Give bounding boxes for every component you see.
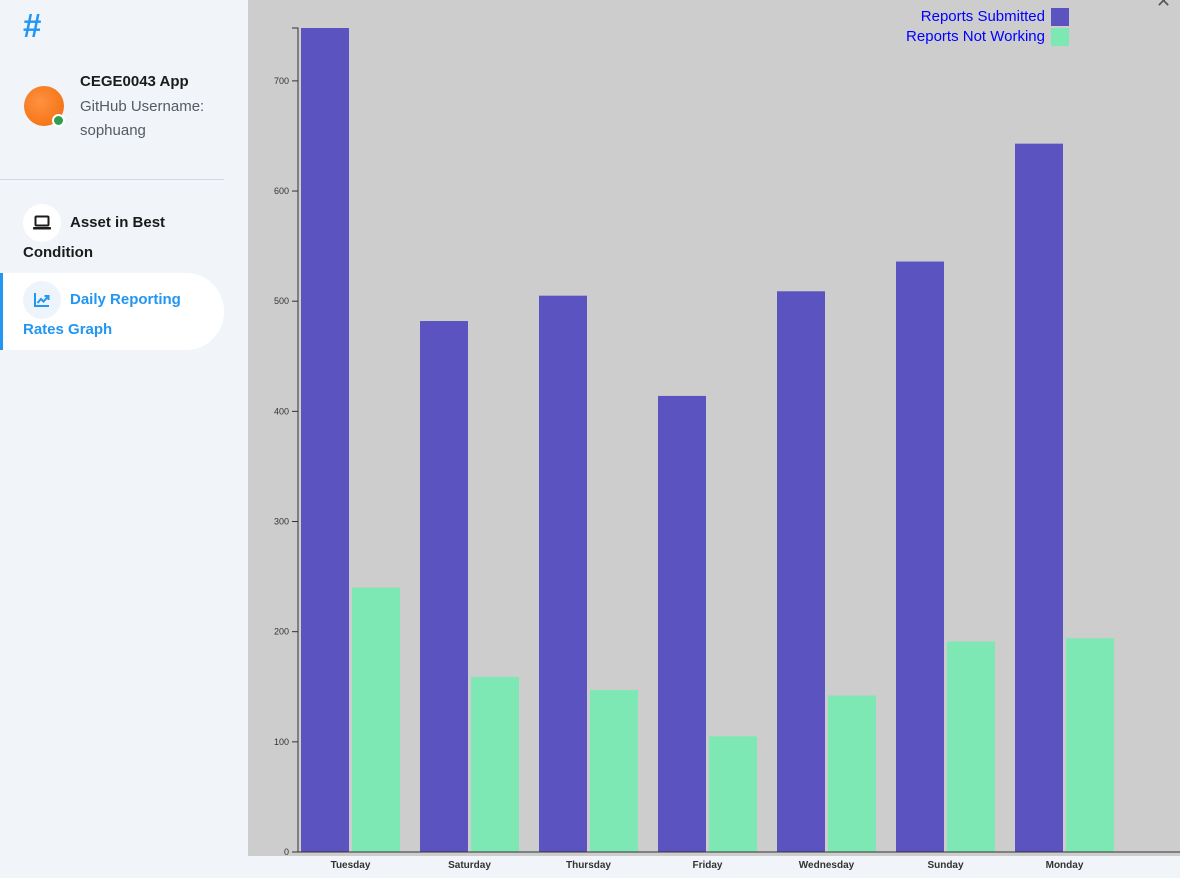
- bar-reports-not-working-thursday: [590, 690, 638, 852]
- chart-container: 0 100 200 300 400 500 600 700 Tuesday Saturday Th…: [248, 0, 1180, 873]
- y-tick-label: 0: [284, 847, 289, 857]
- x-tick-label: Friday: [692, 860, 722, 871]
- x-tick-label: Thursday: [566, 860, 611, 871]
- bar-reports-not-working-friday: [709, 736, 757, 852]
- x-tick-label: Wednesday: [799, 860, 855, 871]
- bar-reports-not-working-monday: [1066, 638, 1114, 852]
- line-chart-icon: [23, 281, 61, 319]
- bar-reports-not-working-wednesday: [828, 695, 876, 852]
- sidebar: # CEGE0043 App GitHub Username: sophuang…: [0, 0, 248, 873]
- profile-username: GitHub Username: sophuang: [80, 98, 205, 139]
- bar-reports-submitted-tuesday: [301, 28, 349, 852]
- sidebar-divider: [0, 179, 224, 180]
- profile-name: CEGE0043 App: [80, 73, 189, 90]
- bar-reports-submitted-monday: [1015, 143, 1063, 852]
- legend-swatch: [1051, 8, 1069, 26]
- y-tick-label: 300: [274, 517, 289, 527]
- x-tick-label: Monday: [1046, 860, 1084, 871]
- y-tick-label: 600: [274, 186, 289, 196]
- bar-reports-submitted-thursday: [539, 295, 587, 853]
- y-tick-label: 100: [274, 737, 289, 747]
- sidebar-item-label: Asset in Best Condition: [23, 214, 166, 261]
- sidebar-item-daily-reporting-rates-graph[interactable]: Daily Reporting Rates Graph: [0, 273, 224, 350]
- close-icon[interactable]: ✕: [1156, 0, 1172, 11]
- y-tick-label: 500: [274, 296, 289, 306]
- legend-swatch: [1051, 28, 1069, 46]
- bar-reports-not-working-tuesday: [352, 587, 400, 852]
- bar-chart: 0 100 200 300 400 500 600 700 Tuesday Saturday Th…: [248, 0, 1180, 871]
- online-status-indicator: [52, 114, 65, 127]
- legend-label: Reports Not Working: [906, 28, 1045, 45]
- laptop-icon: [23, 204, 61, 242]
- bar-reports-not-working-sunday: [947, 641, 995, 852]
- bar-reports-submitted-sunday: [896, 261, 944, 852]
- x-tick-label: Tuesday: [331, 860, 371, 871]
- x-tick-label: Saturday: [448, 860, 491, 871]
- legend-label: Reports Submitted: [921, 8, 1045, 25]
- y-tick-label: 400: [274, 406, 289, 416]
- bar-reports-submitted-wednesday: [777, 291, 825, 852]
- y-tick-label: 700: [274, 76, 289, 86]
- sidebar-item-asset-best-condition[interactable]: Asset in Best Condition: [0, 203, 224, 269]
- bar-reports-not-working-saturday: [471, 676, 519, 852]
- sidebar-item-label: Daily Reporting Rates Graph: [23, 291, 181, 338]
- app-logo[interactable]: #: [23, 7, 42, 44]
- bar-reports-submitted-saturday: [420, 321, 468, 852]
- y-tick-label: 200: [274, 627, 289, 637]
- bar-reports-submitted-friday: [658, 395, 706, 852]
- x-tick-label: Sunday: [927, 860, 964, 871]
